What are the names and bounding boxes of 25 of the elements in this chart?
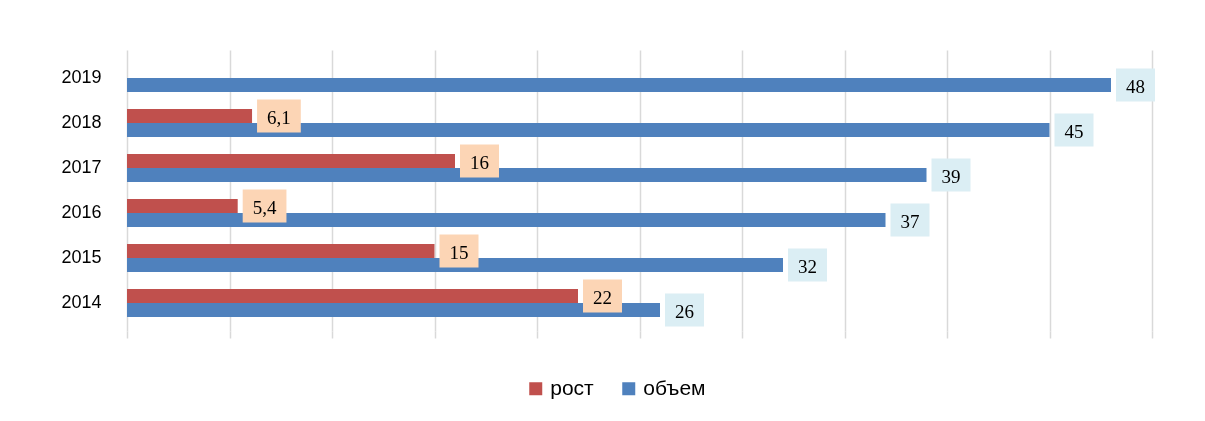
data-label: 48 xyxy=(1126,75,1145,97)
y-tick-label: 2016 xyxy=(61,202,102,222)
bar xyxy=(127,77,1111,92)
data-label: 39 xyxy=(941,166,961,187)
y-tick-label: 2014 xyxy=(61,292,102,313)
legend-label: объем xyxy=(643,375,706,399)
bar xyxy=(127,244,435,258)
bar xyxy=(127,289,578,304)
data-label: 45 xyxy=(1064,120,1084,142)
y-tick-label: 2019 xyxy=(61,66,102,87)
data-label: 22 xyxy=(593,287,612,309)
data-label: 6,1 xyxy=(267,107,291,128)
data-label: 15 xyxy=(449,242,469,264)
data-label: 26 xyxy=(675,301,694,323)
legend-label: рост xyxy=(550,375,595,399)
y-tick-label: 2017 xyxy=(61,157,102,177)
bar xyxy=(127,109,253,123)
data-label: 16 xyxy=(470,152,489,173)
data-label: 37 xyxy=(900,211,920,232)
bar xyxy=(127,154,455,168)
data-label: 5,4 xyxy=(252,197,277,218)
data-label: 32 xyxy=(798,256,817,277)
bar xyxy=(127,199,238,213)
y-tick-label: 2015 xyxy=(61,247,102,267)
y-tick-label: 2018 xyxy=(61,112,102,132)
